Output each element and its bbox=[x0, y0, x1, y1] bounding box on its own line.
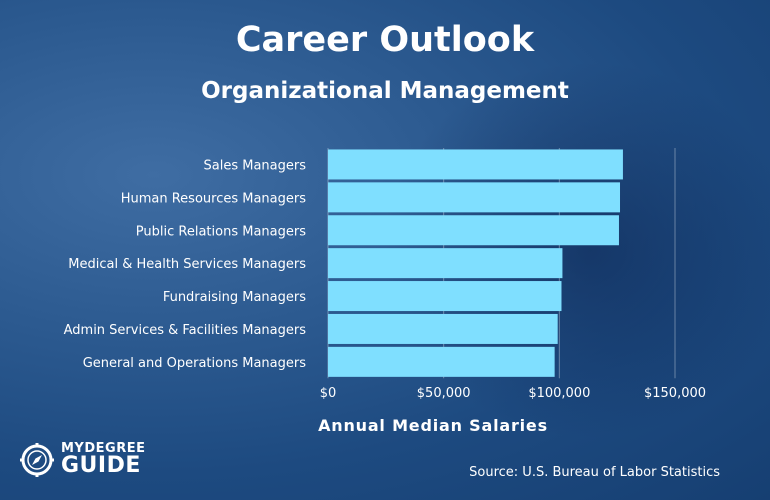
x-tick-label: $100,000 bbox=[528, 386, 590, 401]
category-label: General and Operations Managers bbox=[83, 356, 307, 371]
logo-text-top: MYDEGREE bbox=[61, 441, 146, 456]
category-label: Medical & Health Services Managers bbox=[68, 257, 306, 272]
bar bbox=[328, 281, 562, 312]
logo-text-bottom: GUIDE bbox=[61, 453, 141, 478]
bar bbox=[328, 346, 555, 377]
x-tick-label: $150,000 bbox=[644, 386, 706, 401]
chart-subtitle: Organizational Management bbox=[201, 78, 569, 104]
compass-icon bbox=[20, 442, 54, 477]
chart-title: Career Outlook bbox=[235, 20, 535, 60]
x-tick-label: $0 bbox=[320, 386, 337, 401]
bar bbox=[328, 182, 621, 213]
bar bbox=[328, 149, 623, 180]
category-label: Admin Services & Facilities Managers bbox=[64, 323, 307, 338]
category-label: Public Relations Managers bbox=[136, 224, 306, 239]
mydegreeguide-logo: MYDEGREE GUIDE bbox=[20, 442, 145, 477]
x-axis-label: Annual Median Salaries bbox=[318, 416, 548, 435]
x-tick-label: $50,000 bbox=[417, 386, 471, 401]
x-tick-labels: $0 $50,000 $100,000 $150,000 bbox=[320, 386, 706, 401]
category-label: Human Resources Managers bbox=[121, 191, 307, 206]
category-label: Fundraising Managers bbox=[163, 290, 306, 305]
bar bbox=[328, 248, 563, 279]
source-note: Source: U.S. Bureau of Labor Statistics bbox=[469, 465, 720, 480]
bar bbox=[328, 313, 558, 344]
bars bbox=[328, 149, 623, 377]
category-labels: Sales Managers Human Resources Managers Pu… bbox=[64, 158, 307, 370]
category-label: Sales Managers bbox=[204, 158, 307, 173]
bar bbox=[328, 215, 619, 246]
